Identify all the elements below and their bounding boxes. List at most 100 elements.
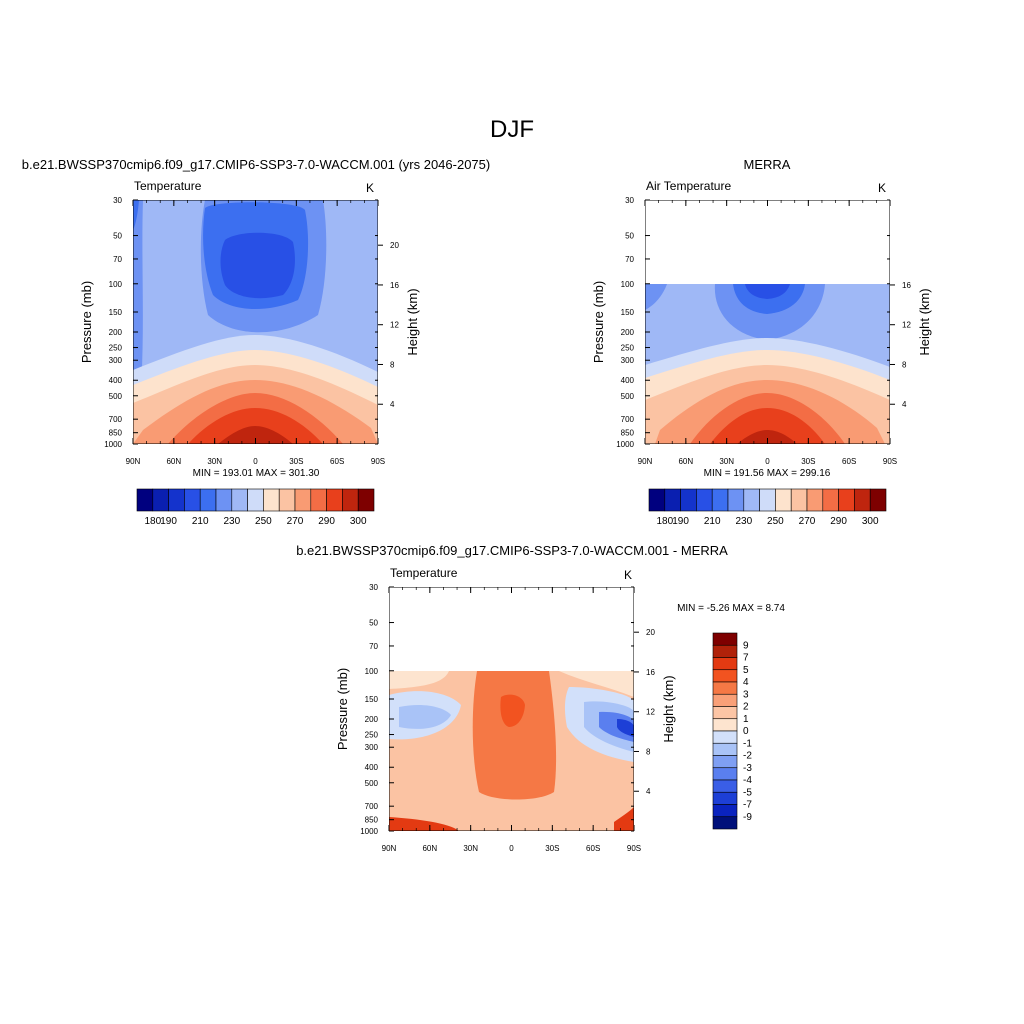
y-tick-label: 850 [109,429,123,438]
x-tick-label: 60N [422,844,437,853]
y-tick-label: 30 [625,196,634,205]
y-tick-label: 150 [365,695,379,704]
colorbar-box [806,488,824,512]
colorbar-box [759,488,776,512]
colorbar-box [184,488,201,512]
colorbar-label: 1 [743,714,749,725]
model-contour-290 [188,408,323,444]
colorbar-box [712,742,738,756]
diff-contour-nh-cool-2 [399,704,451,729]
y-tick-label: 1000 [360,827,378,836]
x-tick-label: 90N [638,457,653,466]
colorbar-box [712,755,738,769]
colorbar-box [712,816,738,830]
obs-contour-295 [737,430,797,444]
x-tick-label: 30S [289,457,303,466]
diff-minmax: MIN = -5.26 MAX = 8.74 [677,603,785,614]
colorbar-label: 230 [223,516,240,527]
colorbar-box [712,693,738,707]
colorbar-label: 7 [743,653,749,664]
main-title: DJF [490,116,534,143]
diff-ylabel-right: Height (km) [661,675,676,742]
model-contour-west-core [133,200,139,230]
x-tick-label: 60S [842,457,856,466]
colorbar-box [712,669,738,683]
colorbar-label: -2 [743,751,752,762]
x-tick-label: 90S [371,457,385,466]
y-tick-label: 30 [113,196,122,205]
y-tick-label: 30 [369,583,378,592]
y-tick-label: 250 [621,344,635,353]
x-tick-label: 0 [765,457,770,466]
x-tick-label: 30S [801,457,815,466]
colorbar-label: -7 [743,800,752,811]
height-tick-label: 12 [902,321,911,330]
colorbar-box [310,488,327,512]
height-tick-label: 4 [390,400,395,409]
colorbar-label: -9 [743,812,752,823]
colorbar-box [278,488,296,512]
height-tick-label: 8 [390,360,395,369]
colorbar-box [712,632,738,646]
height-tick-label: 16 [390,281,399,290]
colorbar-box [712,767,738,781]
x-tick-label: 30N [463,844,478,853]
colorbar-label: 300 [862,516,879,527]
obs-var-title: Air Temperature [646,179,731,193]
x-tick-label: 60N [678,457,693,466]
x-tick-label: 90S [883,457,897,466]
y-tick-label: 100 [365,667,379,676]
colorbar-box [152,488,169,512]
diff-contour-surface-warm [389,817,459,831]
y-tick-label: 50 [625,232,634,241]
obs-plot-area [645,200,890,444]
colorbar-label: -3 [743,763,752,774]
diff-contour-nw [389,671,449,689]
obs-ylabel: Pressure (mb) [591,281,606,363]
y-tick-label: 700 [109,415,123,424]
diff-contour-sh-cool-3 [599,711,634,742]
colorbar-box [326,488,343,512]
colorbar-box [696,488,713,512]
panel-obs: MERRA Air Temperature K 30 50 70 100 150 200 2… [591,157,932,527]
panel-model: b.e21.BWSSP370cmip6.f09_g17.CMIP6-SSP3-7… [22,157,490,527]
y-tick-label: 250 [109,344,123,353]
height-tick-label: 8 [646,747,651,756]
y-tick-label: 1000 [104,440,122,449]
y-tick-label: 70 [113,255,122,264]
colorbar-box [648,488,666,512]
colorbar-box [712,644,738,658]
y-tick-label: 500 [621,392,635,401]
diff-contour-tropical-warm [472,671,557,800]
colorbar-box [712,718,738,732]
diff-contour-tropical-warm-core [500,694,525,727]
colorbar-box [727,488,745,512]
colorbar-label: 290 [830,516,847,527]
y-tick-label: 250 [365,731,379,740]
obs-colorbar: 180 190 210 230 250 270 290 300 [648,488,887,527]
colorbar-label: -4 [743,775,752,786]
model-minmax: MIN = 193.01 MAX = 301.30 [193,468,320,479]
colorbar-box [680,488,697,512]
model-case-title: b.e21.BWSSP370cmip6.f09_g17.CMIP6-SSP3-7… [22,157,490,172]
obs-contour-290 [710,408,825,444]
colorbar-box [712,657,738,671]
y-tick-label: 850 [621,429,635,438]
y-tick-label: 50 [369,619,378,628]
height-tick-label: 16 [902,281,911,290]
diff-contour-surface-sh [614,807,634,831]
colorbar-box [822,488,839,512]
y-tick-label: 200 [109,328,123,337]
colorbar-box [231,488,248,512]
colorbar-label: 210 [704,516,721,527]
diff-plot-area [389,587,634,831]
x-tick-label: 60S [330,457,344,466]
obs-minmax: MIN = 191.56 MAX = 299.16 [704,468,831,479]
model-contour-west [133,200,143,400]
colorbar-label: 180 [656,516,673,527]
obs-axes: 30 50 70 100 150 200 250 300 400 500 700 850 1000 16 1… [616,196,911,466]
y-tick-label: 50 [113,232,122,241]
colorbar-box [712,779,738,793]
height-tick-label: 20 [390,241,399,250]
